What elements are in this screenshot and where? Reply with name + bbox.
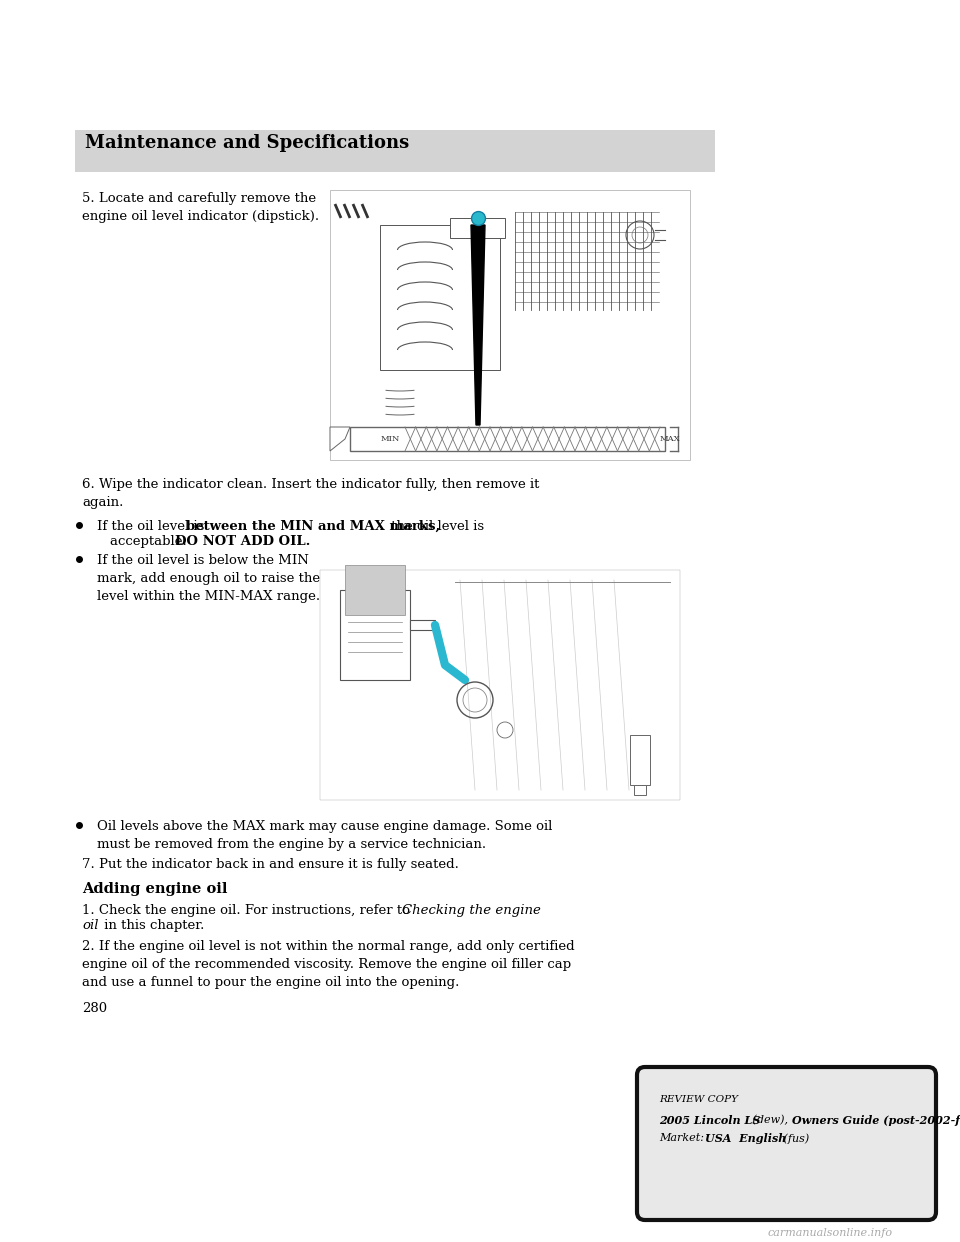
Text: (fus): (fus) bbox=[780, 1133, 809, 1144]
Text: oil: oil bbox=[82, 919, 99, 932]
Bar bbox=[380, 225, 500, 370]
Text: 1. Check the engine oil. For instructions, refer to: 1. Check the engine oil. For instruction… bbox=[82, 904, 415, 917]
Text: Oil levels above the MAX mark may cause engine damage. Some oil
must be removed : Oil levels above the MAX mark may cause … bbox=[97, 820, 552, 851]
Text: 2005 Lincoln LS: 2005 Lincoln LS bbox=[659, 1115, 760, 1126]
Bar bbox=[320, 570, 680, 800]
Bar bbox=[340, 590, 410, 681]
Text: the oil level is: the oil level is bbox=[387, 520, 484, 533]
Text: 6. Wipe the indicator clean. Insert the indicator fully, then remove it
again.: 6. Wipe the indicator clean. Insert the … bbox=[82, 478, 540, 509]
Text: If the oil level is: If the oil level is bbox=[97, 520, 208, 533]
Bar bbox=[630, 735, 650, 785]
Bar bbox=[345, 565, 405, 615]
Bar bbox=[350, 427, 665, 451]
Text: in this chapter.: in this chapter. bbox=[100, 919, 204, 932]
Text: (dew),: (dew), bbox=[749, 1115, 791, 1125]
Text: Checking the engine: Checking the engine bbox=[402, 904, 540, 917]
Text: REVIEW COPY: REVIEW COPY bbox=[659, 1095, 738, 1104]
Text: 5. Locate and carefully remove the
engine oil level indicator (dipstick).: 5. Locate and carefully remove the engin… bbox=[82, 193, 319, 224]
Polygon shape bbox=[471, 225, 485, 425]
Text: Maintenance and Specifications: Maintenance and Specifications bbox=[85, 134, 409, 152]
FancyBboxPatch shape bbox=[637, 1067, 936, 1220]
Text: acceptable.: acceptable. bbox=[110, 535, 191, 548]
Text: DO NOT ADD OIL.: DO NOT ADD OIL. bbox=[175, 535, 310, 548]
Bar bbox=[75, 130, 715, 171]
Text: MAX: MAX bbox=[660, 435, 681, 443]
Text: carmanualsonline.info: carmanualsonline.info bbox=[767, 1228, 893, 1238]
Text: 7. Put the indicator back in and ensure it is fully seated.: 7. Put the indicator back in and ensure … bbox=[82, 858, 459, 871]
Polygon shape bbox=[410, 620, 435, 630]
Text: 2. If the engine oil level is not within the normal range, add only certified
en: 2. If the engine oil level is not within… bbox=[82, 940, 575, 989]
Text: Owners Guide (post-2002-fmt): Owners Guide (post-2002-fmt) bbox=[792, 1115, 960, 1126]
Text: between the MIN and MAX marks,: between the MIN and MAX marks, bbox=[186, 520, 440, 533]
Bar bbox=[450, 219, 505, 238]
Text: 280: 280 bbox=[82, 1002, 108, 1015]
Text: If the oil level is below the MIN
mark, add enough oil to raise the
level within: If the oil level is below the MIN mark, … bbox=[97, 554, 320, 604]
Bar bbox=[330, 190, 690, 460]
Text: USA  English: USA English bbox=[705, 1133, 786, 1144]
Polygon shape bbox=[330, 427, 350, 451]
Text: MIN: MIN bbox=[380, 435, 400, 443]
Text: Market:: Market: bbox=[659, 1133, 711, 1143]
Text: Adding engine oil: Adding engine oil bbox=[82, 882, 228, 895]
Bar bbox=[634, 785, 646, 795]
